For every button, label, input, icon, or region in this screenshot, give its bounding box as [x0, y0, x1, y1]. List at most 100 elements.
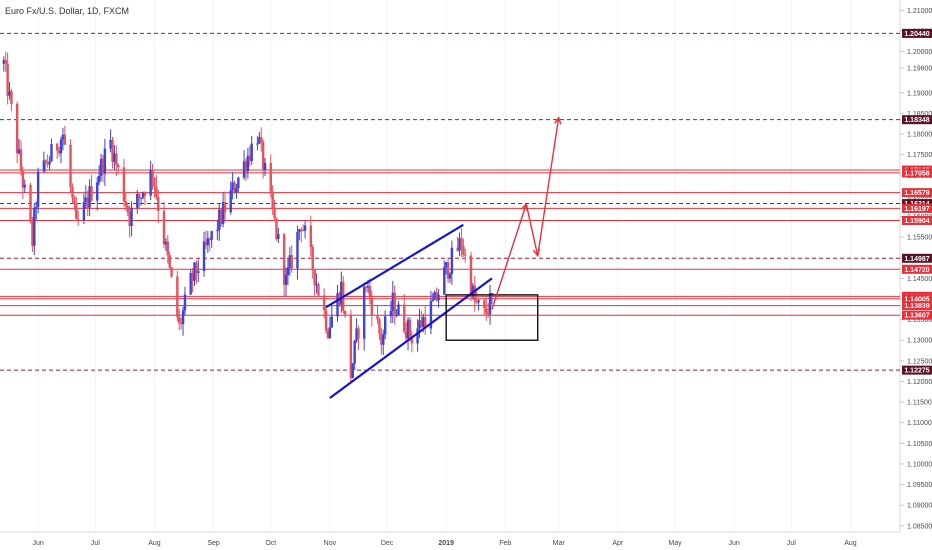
candle-body [353, 340, 356, 364]
candle-body [73, 197, 76, 205]
candle-body [164, 241, 168, 245]
candle-body [149, 169, 152, 196]
y-tick-label: 1.18000 [907, 132, 932, 139]
symbol-title: Euro Fx/U.S. Dollar, 1D, FXCM [5, 6, 130, 16]
candle-body [204, 241, 208, 246]
price-level-badge [902, 115, 932, 125]
candle-body [277, 234, 280, 239]
candle-body [328, 327, 332, 338]
candle-body [450, 247, 454, 274]
candle-body [336, 293, 339, 317]
y-tick-label: 1.12500 [907, 358, 932, 365]
candle-body [157, 197, 160, 211]
x-tick-label: Nov [324, 540, 337, 547]
candle-body [313, 269, 316, 286]
price-level-badge-label: 1.15904 [904, 218, 929, 225]
x-tick-label: Jul [91, 540, 100, 547]
candle-body [75, 204, 78, 219]
candle-body [31, 221, 34, 246]
y-tick-label: 1.10500 [907, 441, 932, 448]
candle-body [101, 158, 105, 174]
candle-body [368, 286, 372, 298]
candle-body [444, 262, 448, 268]
candle-body [286, 267, 290, 275]
candle-body [330, 316, 333, 328]
candle-body [485, 308, 488, 314]
candle-body [35, 206, 38, 209]
candle-body [143, 192, 147, 196]
candle-body [271, 191, 274, 209]
candle-body [57, 150, 61, 154]
candle-body [475, 301, 478, 303]
candle-body [71, 186, 74, 198]
candle-body [410, 335, 414, 344]
candle-body [179, 322, 183, 325]
x-tick-label: Dec [381, 540, 394, 547]
x-tick-label: May [668, 540, 682, 547]
candle-body [170, 267, 173, 277]
candle-body [269, 163, 272, 192]
x-tick-label: Aug [844, 540, 857, 547]
price-level-badge [902, 215, 932, 225]
candle-body [296, 231, 299, 269]
candle-body [221, 202, 225, 224]
candle-body [36, 171, 40, 207]
candle-body [275, 218, 278, 239]
candle-body [82, 202, 86, 221]
candle-body [393, 292, 396, 316]
x-tick-label: Jul [787, 540, 796, 547]
candle-body [343, 310, 347, 315]
candle-body [103, 148, 107, 174]
candle-body [437, 294, 440, 301]
candle-body [69, 144, 72, 187]
candle-body [50, 143, 53, 162]
candle-body [63, 134, 67, 145]
price-level-badge [902, 301, 932, 311]
candle-body [389, 311, 393, 317]
price-level-badge [902, 253, 932, 263]
candle-body [202, 241, 206, 272]
candle-body [126, 206, 129, 213]
candle-body [397, 304, 400, 315]
price-level-badge-label: 1.20440 [904, 31, 929, 38]
price-axis: 1.210001.205001.200001.196001.190001.185… [900, 8, 932, 530]
price-level-badge [902, 310, 932, 320]
x-tick-label: Feb [499, 540, 511, 547]
price-level-badge [902, 199, 932, 209]
price-level-badge-label: 1.13839 [904, 303, 929, 310]
candle-body [303, 225, 307, 231]
price-level-badge [902, 203, 932, 213]
price-level-badge [902, 365, 932, 375]
candle-body [23, 184, 26, 188]
y-tick-label: 1.09000 [907, 503, 932, 510]
candle-body [288, 255, 292, 268]
candle-body [176, 276, 179, 317]
candle-body [443, 267, 446, 295]
candle-body [233, 182, 236, 193]
candle-body [29, 184, 32, 222]
candle-body [208, 238, 211, 240]
candle-body [435, 292, 438, 301]
y-tick-label: 1.11000 [907, 420, 932, 427]
candle-body [237, 177, 240, 189]
candle-body [418, 320, 421, 329]
candle-body [464, 254, 467, 256]
price-level-badge-label: 1.18348 [904, 117, 929, 124]
candle-body [137, 193, 141, 199]
candle-body [429, 301, 433, 329]
candle-body [168, 255, 171, 268]
candle-body [317, 284, 320, 296]
price-level-badge-label: 1.12275 [904, 368, 929, 375]
horizontal-levels [0, 32, 900, 371]
candle-body [246, 155, 250, 172]
candle-body [486, 313, 490, 315]
projection-segment [537, 117, 560, 256]
candle-body [84, 197, 88, 203]
candle-body [235, 188, 238, 193]
candle-body [8, 91, 11, 96]
candle-body [115, 153, 118, 165]
candle-body [178, 316, 181, 323]
candle-body [56, 143, 59, 151]
